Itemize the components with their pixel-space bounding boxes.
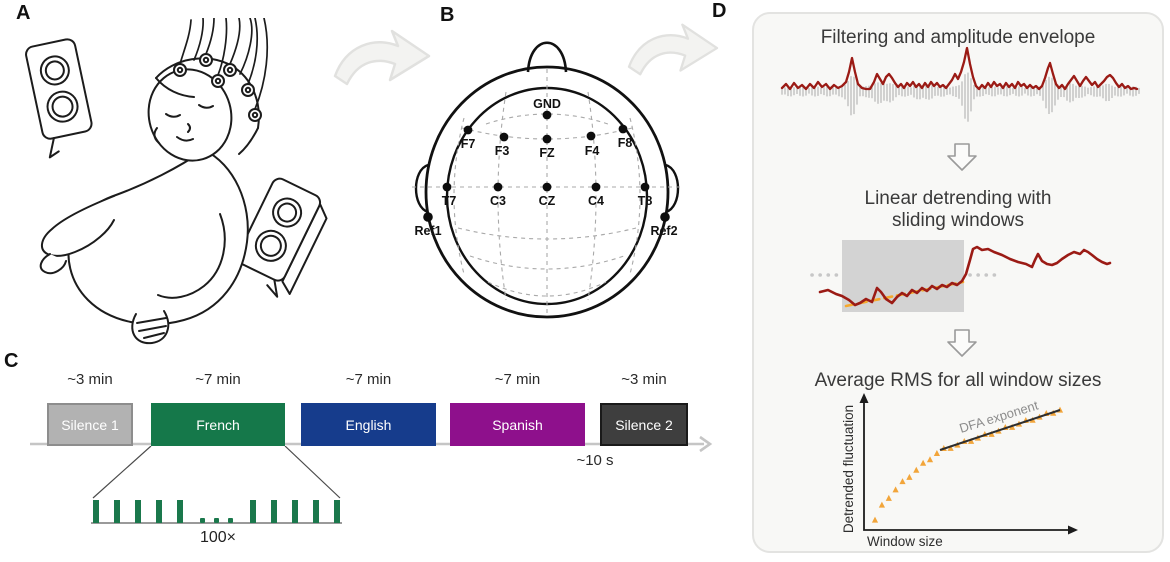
ellipsis-dots [183, 518, 250, 523]
head-outline [424, 65, 670, 319]
duration-label: ~7 min [345, 371, 392, 388]
panel-b-label: B [440, 4, 455, 26]
duration-label: ~3 min [621, 371, 667, 388]
raw-signal-plot [781, 72, 1140, 122]
duration-label: ~3 min [67, 371, 113, 388]
montage-gridlines [412, 69, 682, 315]
electrode-label-t7: T7 [442, 194, 457, 208]
envelope-segment-line [818, 245, 1112, 307]
speaker-icon [25, 38, 93, 159]
stimulus-train [93, 500, 340, 523]
electrode-label-fz: FZ [539, 146, 555, 160]
electrode-label-f4: F4 [585, 144, 600, 158]
speaker-icon [236, 177, 328, 298]
dfa-fit-line [939, 409, 1061, 451]
step1-title: Filtering and amplitude envelope [820, 27, 1096, 48]
electrode-label-c3: C3 [490, 194, 506, 208]
timeline-block-silence2: Silence 2 [600, 403, 688, 446]
y-axis-arrowhead [859, 393, 869, 403]
electrode-label-ref1: Ref1 [414, 224, 441, 238]
stimulus-bar [114, 500, 120, 523]
panel-a-label: A [16, 2, 31, 24]
electrode-montage-diagram: GND F7 F3 FZ F4 F8 T7 C3 CZ C4 T8 Ref1 R… [412, 41, 682, 319]
timeline-block-french: French [151, 403, 285, 446]
dfa-axes [863, 399, 1072, 531]
dfa-y-axis-label: Detrended fluctuation [841, 405, 856, 533]
stimulus-bar [250, 500, 256, 523]
step3-title: Average RMS for all window sizes [814, 370, 1102, 391]
electrode-dots [423, 110, 670, 222]
x-axis-arrowhead [1068, 525, 1078, 535]
zoom-expansion-lines [92, 446, 341, 499]
baby-eeg-illustration [25, 18, 328, 345]
electrode-label-c4: C4 [588, 194, 604, 208]
stimulus-baseline [91, 522, 342, 524]
dfa-plot: DFA exponent Detrended fluctuation Windo… [841, 393, 1078, 549]
panel-c-label: C [4, 350, 19, 372]
step2-title-line1: Linear detrending with [864, 188, 1052, 209]
amplitude-envelope-line [780, 46, 1139, 91]
stimulus-bar [135, 500, 141, 523]
down-arrow-icon [947, 329, 977, 357]
pipeline-plots: DFA exponent Detrended fluctuation Windo… [780, 46, 1140, 549]
electrode-label-t8: T8 [638, 194, 653, 208]
stimulus-bar [156, 500, 162, 523]
eeg-cap [155, 18, 269, 155]
nose-outline [526, 41, 568, 73]
stimulus-bar [93, 500, 99, 523]
analysis-pipeline-box: Filtering and amplitude envelope Linear … [752, 12, 1164, 553]
panel-d-label: D [712, 0, 727, 22]
stimulus-bar [292, 500, 298, 523]
sliding-window-plot [810, 240, 1112, 312]
baby-head [147, 68, 233, 162]
duration-label: ~7 min [494, 371, 541, 388]
left-ear-outline [414, 163, 429, 214]
electrode-label-ref2: Ref2 [650, 224, 677, 238]
eeg-wires [179, 18, 269, 110]
flow-arrow-icon [627, 23, 719, 76]
step2-title-line2: sliding windows [891, 210, 1024, 231]
sliding-window-shade [842, 240, 964, 312]
down-arrow-icon [947, 143, 977, 171]
right-ear-outline [665, 163, 680, 214]
timeline-block-english: English [301, 403, 436, 446]
stimulus-bar [177, 500, 183, 523]
timeline-block-spanish: Spanish [450, 403, 585, 446]
stimulus-bar [271, 500, 277, 523]
duration-label: ~7 min [195, 371, 241, 388]
flow-arrow-icon [333, 29, 431, 86]
electrode-label-f3: F3 [495, 144, 510, 158]
dfa-x-axis-label: Window size [867, 534, 943, 549]
electrode-label-cz: CZ [539, 194, 556, 208]
repeat-count-label: 100× [199, 529, 237, 546]
interval-label: ~10 s [576, 452, 614, 469]
electrode-label-f8: F8 [618, 136, 633, 150]
timeline-block-silence1: Silence 1 [47, 403, 133, 446]
electrode-labels: GND F7 F3 FZ F4 F8 T7 C3 CZ C4 T8 Ref1 R… [414, 97, 677, 238]
electrode-label-f7: F7 [461, 137, 476, 151]
stimulus-bar [313, 500, 319, 523]
stimulus-bar [334, 500, 340, 523]
electrode-label-gnd: GND [533, 97, 561, 111]
baby-body [39, 149, 249, 345]
